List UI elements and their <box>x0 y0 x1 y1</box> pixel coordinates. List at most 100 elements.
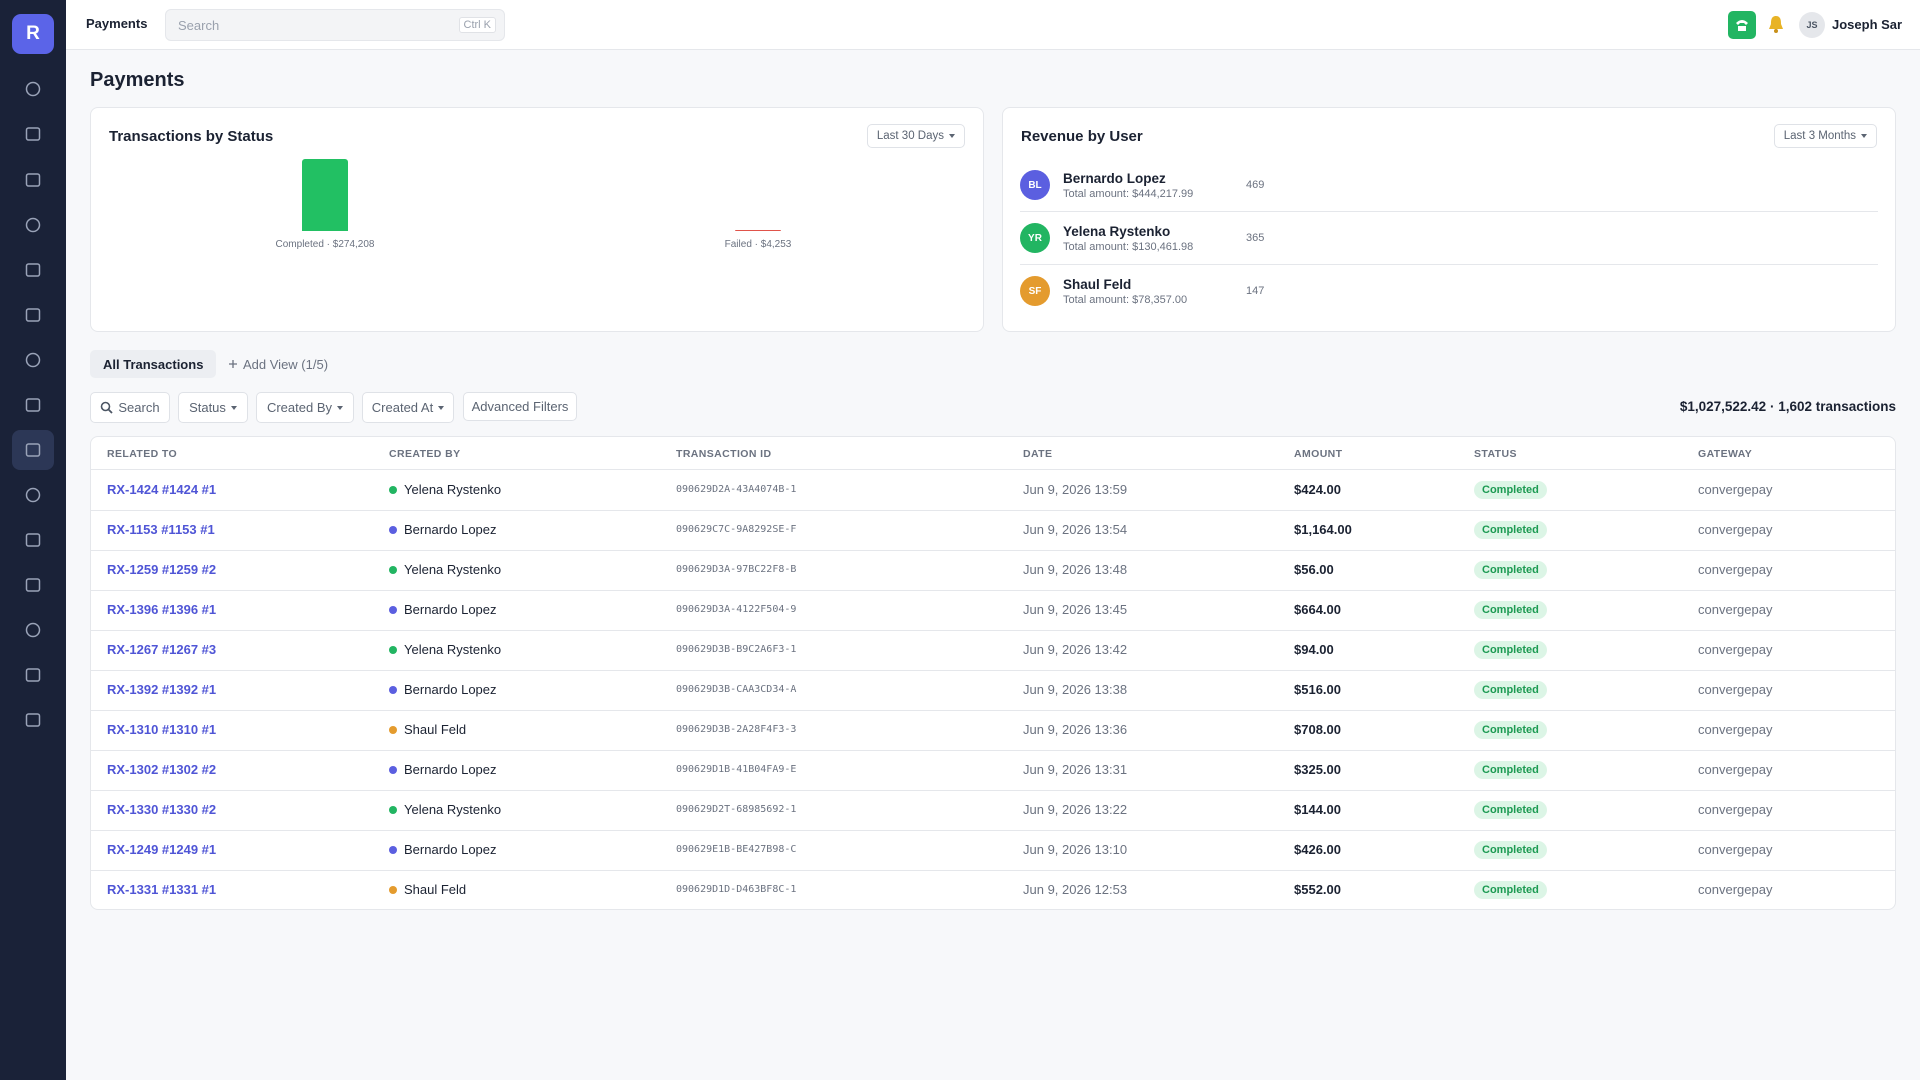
nav-icon[interactable] <box>24 125 42 143</box>
user-name[interactable]: Joseph Sar <box>1832 17 1903 32</box>
related-link[interactable]: RX-1424 #1424 #1 <box>107 482 217 497</box>
related-link[interactable]: RX-1330 #1330 #2 <box>107 802 217 817</box>
nav-icon[interactable] <box>24 396 42 414</box>
sidebar: R <box>0 0 66 1080</box>
transaction-id: 090629D2A-43A4074B-1 <box>676 484 797 495</box>
amount: $1,164.00 <box>1294 522 1352 537</box>
add-view[interactable]: Add View (1/5) <box>228 350 328 378</box>
nav-icon[interactable] <box>24 351 42 369</box>
caret <box>949 134 955 138</box>
column-header: GATEWAY <box>1698 448 1753 460</box>
column-header: RELATED TO <box>107 448 178 460</box>
status-badge: Completed <box>1474 481 1547 499</box>
user-count: 469 <box>1246 179 1265 191</box>
related-link[interactable]: RX-1331 #1331 #1 <box>107 882 217 897</box>
column-header: TRANSACTION ID <box>676 448 772 460</box>
caret <box>1861 134 1867 138</box>
amount: $325.00 <box>1294 762 1341 777</box>
search-box[interactable]: Search Ctrl K <box>165 9 505 41</box>
filter-created-at[interactable]: Created At <box>362 392 454 423</box>
bell-icon[interactable] <box>1766 14 1786 36</box>
filter-label: Advanced Filters <box>471 399 569 414</box>
nav-icon[interactable] <box>24 171 42 189</box>
related-link[interactable]: RX-1249 #1249 #1 <box>107 842 217 857</box>
plus-icon <box>229 360 237 368</box>
creator: Shaul Feld <box>404 882 467 897</box>
related-link[interactable]: RX-1396 #1396 #1 <box>107 602 217 617</box>
amount: $426.00 <box>1294 842 1341 857</box>
filter-label: Created At <box>371 400 434 415</box>
bar-label: Failed · $4,253 <box>724 239 792 250</box>
phone-icon <box>1736 20 1748 31</box>
date: Jun 9, 2026 13:54 <box>1023 522 1128 537</box>
nav-icon[interactable] <box>24 531 42 549</box>
date: Jun 9, 2026 12:53 <box>1023 882 1128 897</box>
nav-icon[interactable] <box>24 711 42 729</box>
filter-label: Status <box>189 400 226 415</box>
gateway: convergepay <box>1698 882 1773 897</box>
transaction-id: 090629D3A-97BC22F8-B <box>676 564 797 575</box>
amount: $708.00 <box>1294 722 1341 737</box>
row-divider <box>91 670 1895 671</box>
creator-dot <box>389 726 397 734</box>
row-divider <box>91 790 1895 791</box>
related-link[interactable]: RX-1302 #1302 #2 <box>107 762 217 777</box>
nav-icon[interactable] <box>24 666 42 684</box>
filter-status[interactable]: Status <box>178 392 248 423</box>
user-avatar[interactable]: JS <box>1799 12 1825 38</box>
nav-icon[interactable] <box>24 306 42 324</box>
nav-icon[interactable] <box>24 261 42 279</box>
nav-icon[interactable] <box>24 486 42 504</box>
creator-dot <box>389 486 397 494</box>
nav-icon[interactable] <box>24 441 42 459</box>
related-link[interactable]: RX-1259 #1259 #2 <box>107 562 217 577</box>
card-title: Revenue by User <box>1021 128 1143 145</box>
row-divider <box>91 710 1895 711</box>
filter-created-by[interactable]: Created By <box>256 392 354 423</box>
nav-icon[interactable] <box>24 576 42 594</box>
transactions-summary: $1,027,522.42 · 1,602 transactions <box>1679 399 1896 414</box>
amount: $56.00 <box>1294 562 1334 577</box>
column-header: STATUS <box>1474 448 1517 460</box>
related-link[interactable]: RX-1267 #1267 #3 <box>107 642 217 657</box>
creator-dot <box>389 846 397 854</box>
creator: Bernardo Lopez <box>404 842 497 857</box>
amount: $144.00 <box>1294 802 1341 817</box>
nav-icon[interactable] <box>24 621 42 639</box>
nav-icon[interactable] <box>24 80 42 98</box>
column-header: CREATED BY <box>389 448 461 460</box>
transaction-id: 090629D3A-4122F504-9 <box>676 604 797 615</box>
creator-dot <box>389 886 397 894</box>
date: Jun 9, 2026 13:59 <box>1023 482 1128 497</box>
user-count: 365 <box>1246 232 1265 244</box>
status-badge: Completed <box>1474 681 1547 699</box>
related-link[interactable]: RX-1153 #1153 #1 <box>107 522 215 537</box>
range-dropdown[interactable]: Last 3 Months <box>1773 124 1877 148</box>
amount: $424.00 <box>1294 482 1341 497</box>
creator: Yelena Rystenko <box>404 802 502 817</box>
status-badge: Completed <box>1474 881 1547 899</box>
row-divider <box>91 590 1895 591</box>
filter-search[interactable]: Search <box>90 392 170 423</box>
transaction-id: 090629D2T-68985692-1 <box>676 804 797 815</box>
status-badge: Completed <box>1474 761 1547 779</box>
related-link[interactable]: RX-1392 #1392 #1 <box>107 682 217 697</box>
status-badge: Completed <box>1474 601 1547 619</box>
range-dropdown[interactable]: Last 30 Days <box>866 124 965 148</box>
phone-button[interactable] <box>1728 11 1756 39</box>
tab-active[interactable]: All Transactions <box>90 350 217 378</box>
nav-icon[interactable] <box>24 216 42 234</box>
creator: Yelena Rystenko <box>404 642 502 657</box>
related-link[interactable]: RX-1310 #1310 #1 <box>107 722 217 737</box>
filter-label: Created By <box>266 400 333 415</box>
amount: $516.00 <box>1294 682 1341 697</box>
filter-advanced[interactable]: Advanced Filters <box>463 392 577 421</box>
user-name: Bernardo Lopez <box>1063 171 1166 186</box>
logo[interactable]: R <box>12 14 54 54</box>
creator-dot <box>389 646 397 654</box>
date: Jun 9, 2026 13:31 <box>1023 762 1128 777</box>
search-placeholder: Search <box>178 18 220 33</box>
row-divider <box>91 750 1895 751</box>
status-bar <box>302 159 348 231</box>
transaction-id: 090629D3B-2A28F4F3-3 <box>676 724 797 735</box>
